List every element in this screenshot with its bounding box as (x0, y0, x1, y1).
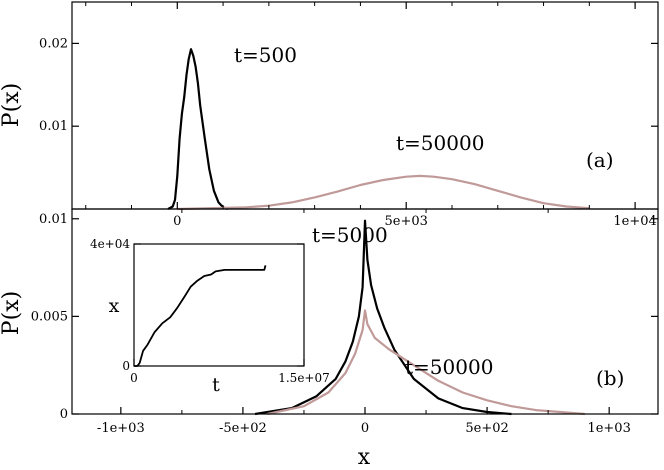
x-tick-label: 1e+04 (613, 214, 656, 229)
y-tick-label: 0.02 (39, 36, 68, 51)
y-tick-label: 0 (122, 359, 130, 373)
x-tick-label: 0 (130, 371, 138, 385)
y-axis-title: P(x) (0, 83, 24, 127)
y-tick-label: 4e+04 (90, 237, 130, 251)
panel-label-b: (b) (596, 366, 624, 390)
series-line-1 (267, 309, 585, 416)
x-tick-label: 0 (173, 214, 181, 229)
plot-frame (71, 1, 659, 210)
x-tick-label: -5e+02 (219, 421, 267, 436)
y-axis-title: P(x) (0, 291, 24, 335)
inset-x-axis-title: t (212, 374, 220, 396)
series-line-0 (134, 265, 267, 367)
series-line-1 (177, 174, 590, 211)
inset-y-axis-title: x (109, 295, 120, 317)
y-tick-label: 0.01 (39, 212, 68, 227)
y-tick-label: 0.005 (31, 309, 68, 324)
y-tick-label: 0.01 (39, 119, 68, 134)
panel-a: 0.01 0.02 0 5e+03 1e+04 P(x) t=500 t=50000 (a) (0, 1, 659, 229)
y-tick-label: 0 (60, 407, 68, 422)
x-axis-title: x (358, 445, 371, 470)
series-line-0 (167, 48, 229, 211)
x-tick-label: -1e+03 (97, 421, 145, 436)
annotation-t500: t=500 (234, 43, 297, 67)
inset-panel: 0 4e+04 0 1.5e+07 x t (90, 237, 330, 396)
x-tick-label: 1e+03 (587, 421, 630, 436)
annotation-t50000: t=50000 (405, 355, 493, 379)
panel-label-a: (a) (586, 148, 614, 172)
x-tick-label: 0 (361, 421, 369, 436)
annotation-t50000: t=50000 (396, 131, 484, 155)
x-tick-label: 5e+03 (385, 214, 428, 229)
series-line-0 (254, 219, 512, 416)
annotation-t5000: t=5000 (312, 223, 388, 247)
x-tick-label: 5e+02 (465, 421, 508, 436)
x-tick-label: 1.5e+07 (278, 371, 330, 385)
plot-frame (133, 243, 305, 367)
panel-b: 0 0.005 0.01 -1e+03 -5e+02 0 5e+02 1e+03 P(x) x t=… (0, 208, 659, 470)
inset-background (134, 244, 304, 366)
